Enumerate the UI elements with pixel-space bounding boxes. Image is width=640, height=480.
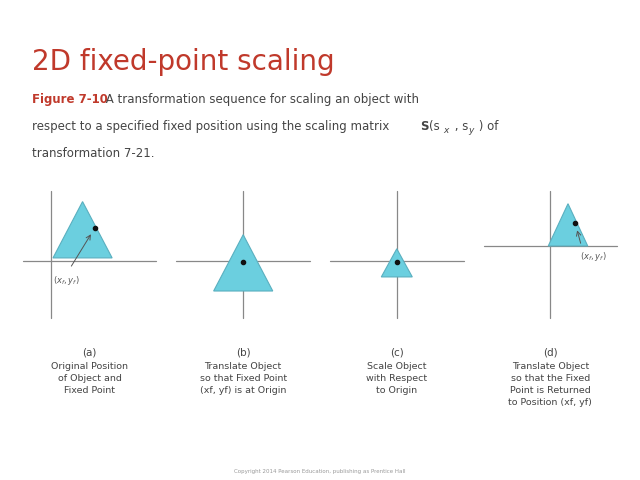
Text: , s: , s <box>451 120 468 132</box>
Text: (a): (a) <box>83 348 97 357</box>
Text: (c): (c) <box>390 348 404 357</box>
Text: 2D fixed-point scaling: 2D fixed-point scaling <box>32 48 335 76</box>
Text: Figure 7-10: Figure 7-10 <box>32 93 108 106</box>
Polygon shape <box>53 202 112 258</box>
Text: Translate Object
so that Fixed Point
(xf, yf) is at Origin: Translate Object so that Fixed Point (xf… <box>200 362 287 395</box>
Polygon shape <box>548 204 588 246</box>
Text: transformation 7-21.: transformation 7-21. <box>32 146 154 159</box>
Text: S: S <box>420 120 429 132</box>
Text: Copyright 2014 Pearson Education, publishing as Prentice Hall: Copyright 2014 Pearson Education, publis… <box>234 469 406 474</box>
Polygon shape <box>214 235 273 291</box>
Text: Original Position
of Object and
Fixed Point: Original Position of Object and Fixed Po… <box>51 362 128 395</box>
Text: (d): (d) <box>543 348 557 357</box>
Text: y: y <box>468 126 474 135</box>
Text: x: x <box>444 126 449 135</box>
Text: ) of: ) of <box>475 120 499 132</box>
Text: 27: 27 <box>601 14 622 29</box>
Text: Translate Object
so that the Fixed
Point is Returned
to Position (xf, yf): Translate Object so that the Fixed Point… <box>508 362 593 407</box>
Text: $(x_f, y_f)$: $(x_f, y_f)$ <box>53 274 79 287</box>
Text: respect to a specified fixed position using the scaling matrix: respect to a specified fixed position us… <box>32 120 393 132</box>
Text: A transformation sequence for scaling an object with: A transformation sequence for scaling an… <box>102 93 419 106</box>
Polygon shape <box>381 249 412 277</box>
Text: Scale Object
with Respect
to Origin: Scale Object with Respect to Origin <box>366 362 428 395</box>
Text: $(x_f, y_f)$: $(x_f, y_f)$ <box>580 250 607 263</box>
Text: (b): (b) <box>236 348 250 357</box>
Text: (s: (s <box>429 120 440 132</box>
